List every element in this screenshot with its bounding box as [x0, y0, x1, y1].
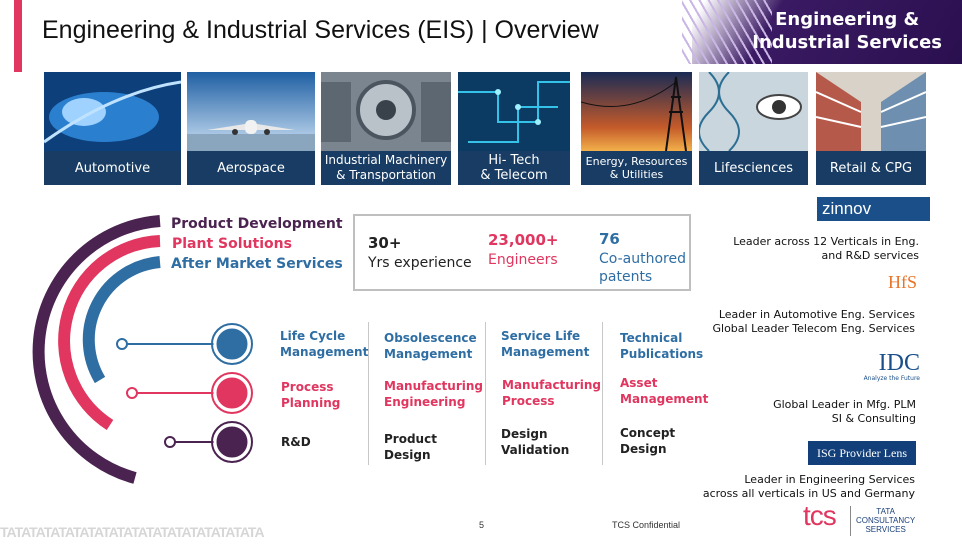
grid-divider [485, 322, 486, 465]
service-plant-solutions: Plant Solutions [172, 236, 292, 252]
industry-label: Hi- Tech & Telecom [458, 151, 570, 185]
stat-years-label: Yrs experience [368, 255, 472, 271]
hfs-recognition: Leader in Automotive Eng. Services Globa… [712, 308, 915, 335]
idc-recognition: Global Leader in Mfg. PLM SI & Consultin… [773, 398, 916, 425]
idc-tagline: Analyze the Future [863, 375, 920, 382]
airplane-icon [187, 72, 315, 151]
industry-label: Lifesciences [699, 151, 808, 185]
service-product-development: Product Development [171, 216, 343, 232]
tcs-company-name: TATA CONSULTANCY SERVICES [856, 507, 916, 534]
service-arcs-graphic [32, 215, 253, 484]
grid-product-design: Product Design [384, 432, 437, 462]
industry-tile-automotive[interactable]: Automotive [44, 72, 181, 185]
grid-design-validation: Design Validation [501, 427, 570, 457]
industry-tile-lifesciences[interactable]: Lifesciences [699, 72, 808, 185]
car-headlight-icon [44, 72, 181, 151]
confidential-label: TCS Confidential [612, 520, 681, 530]
grid-concept-design: Concept Design [620, 426, 676, 456]
zinnov-logo: zinnov [817, 197, 930, 221]
grid-asset-management: Asset Management [620, 376, 709, 406]
idc-logo: IDC [878, 350, 920, 376]
industry-label: Retail & CPG [816, 151, 926, 185]
dna-eye-icon [699, 72, 808, 151]
grid-divider [368, 322, 369, 465]
grid-service-life-management: Service Life Management [501, 329, 590, 359]
industry-tile-aerospace[interactable]: Aerospace [187, 72, 315, 185]
brand-title: Engineering & Industrial Services [752, 9, 942, 53]
zinnov-recognition: Leader across 12 Verticals in Eng. and R… [733, 235, 919, 262]
page-number: 5 [479, 520, 485, 530]
hfs-logo: HfS [887, 272, 917, 292]
grid-life-cycle-management: Life Cycle Management [280, 329, 369, 359]
industry-label: Aerospace [187, 151, 315, 185]
tcs-logo: tcs [803, 500, 837, 531]
grid-divider [602, 322, 603, 465]
stat-engineers-label: Engineers [488, 252, 558, 268]
footer-tata-pattern: TATATATATATATATATATATATATATATATATATA [0, 524, 265, 540]
title-accent-bar [14, 0, 22, 72]
stats-box [353, 214, 691, 291]
industry-tile-energy[interactable]: Energy, Resources & Utilities [581, 72, 692, 185]
grid-manufacturing-process: Manufacturing Process [502, 378, 601, 408]
industry-tile-retail[interactable]: Retail & CPG [816, 72, 926, 185]
industry-tile-industrial-machinery[interactable]: Industrial Machinery & Transportation [321, 72, 451, 185]
tcs-divider [850, 506, 851, 536]
page-title: Engineering & Industrial Services (EIS) … [42, 16, 599, 44]
stat-years-value: 30+ [368, 234, 402, 252]
isg-recognition: Leader in Engineering Services across al… [702, 473, 915, 500]
stat-patents-value: 76 [599, 230, 620, 248]
industry-label: Energy, Resources & Utilities [581, 151, 692, 185]
service-after-market: After Market Services [171, 256, 343, 272]
power-tower-icon [581, 72, 692, 151]
isg-logo: ISG Provider Lens [808, 441, 916, 465]
store-aisle-icon [816, 72, 926, 151]
grid-process-planning: Process Planning [281, 380, 341, 410]
grid-technical-publications: Technical Publications [620, 331, 704, 361]
industry-label: Industrial Machinery & Transportation [321, 151, 451, 185]
circuit-icon [458, 72, 570, 151]
machinery-gear-icon [321, 72, 451, 151]
stat-engineers-value: 23,000+ [488, 231, 559, 249]
industry-label: Automotive [44, 151, 181, 185]
grid-obsolescence-management: Obsolescence Management [384, 331, 477, 361]
grid-manufacturing-engineering: Manufacturing Engineering [384, 379, 483, 409]
brand-stripes [682, 0, 772, 64]
grid-r-and-d: R&D [281, 435, 311, 449]
stat-patents-label: Co-authored patents [599, 251, 686, 285]
industry-tile-hi-tech[interactable]: Hi- Tech & Telecom [458, 72, 570, 185]
